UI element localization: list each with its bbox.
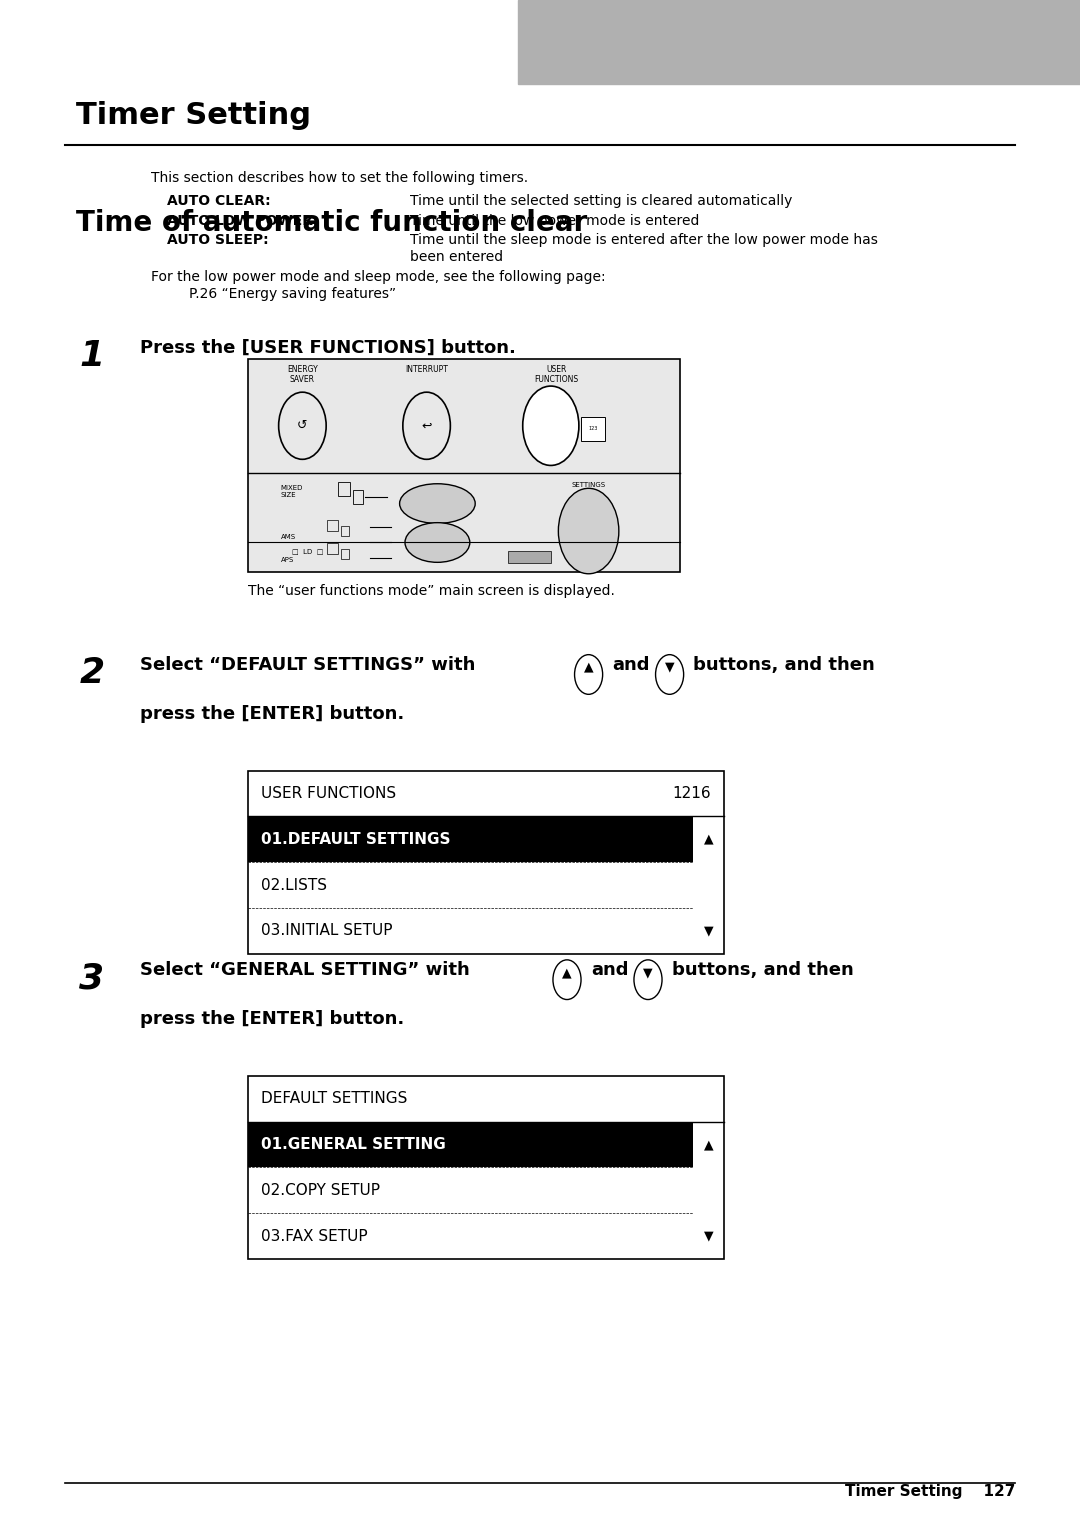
- Text: buttons, and then: buttons, and then: [693, 656, 875, 674]
- Text: DEFAULT SETTINGS: DEFAULT SETTINGS: [261, 1091, 408, 1106]
- Text: For the low power mode and sleep mode, see the following page:: For the low power mode and sleep mode, s…: [151, 270, 606, 284]
- Text: Press the [USER FUNCTIONS] button.: Press the [USER FUNCTIONS] button.: [140, 339, 516, 357]
- Text: USER FUNCTIONS: USER FUNCTIONS: [261, 786, 396, 801]
- Bar: [353, 490, 363, 504]
- Bar: [248, 1122, 693, 1167]
- Text: 123: 123: [589, 426, 597, 432]
- Text: ▼: ▼: [704, 1230, 713, 1242]
- Bar: [581, 417, 605, 441]
- Text: Time until the selected setting is cleared automatically: Time until the selected setting is clear…: [410, 194, 793, 208]
- Text: Select “DEFAULT SETTINGS” with: Select “DEFAULT SETTINGS” with: [140, 656, 476, 674]
- Text: □  LD  □: □ LD □: [292, 548, 323, 554]
- Text: APS: APS: [281, 557, 294, 563]
- Bar: [518, 0, 1080, 84]
- Ellipse shape: [405, 523, 470, 563]
- Text: press the [ENTER] button.: press the [ENTER] button.: [140, 1010, 405, 1029]
- Text: 2: 2: [79, 656, 105, 690]
- Text: 1216: 1216: [672, 786, 711, 801]
- Text: buttons, and then: buttons, and then: [672, 961, 853, 980]
- Text: 3: 3: [79, 961, 105, 995]
- Text: MIXED
SIZE: MIXED SIZE: [281, 485, 303, 499]
- Text: 02.LISTS: 02.LISTS: [261, 877, 327, 893]
- Text: been entered: been entered: [410, 250, 503, 264]
- Text: Timer Setting: Timer Setting: [76, 101, 311, 130]
- Bar: [338, 482, 350, 496]
- Text: P.26 “Energy saving features”: P.26 “Energy saving features”: [189, 287, 396, 301]
- Text: Timer Setting    127: Timer Setting 127: [845, 1483, 1015, 1499]
- Text: SETTINGS: SETTINGS: [571, 482, 606, 488]
- Circle shape: [523, 386, 579, 465]
- Text: press the [ENTER] button.: press the [ENTER] button.: [140, 705, 405, 723]
- Text: Time until the sleep mode is entered after the low power mode has: Time until the sleep mode is entered aft…: [410, 233, 878, 247]
- Text: ▲: ▲: [704, 833, 713, 845]
- FancyArrow shape: [508, 551, 551, 563]
- Bar: [248, 1076, 724, 1259]
- Text: ↩: ↩: [421, 420, 432, 432]
- Text: ▲: ▲: [563, 966, 571, 980]
- Text: 01.DEFAULT SETTINGS: 01.DEFAULT SETTINGS: [261, 832, 450, 847]
- Text: ▲: ▲: [704, 1138, 713, 1151]
- Text: AMS: AMS: [281, 534, 296, 540]
- Text: ▼: ▼: [704, 925, 713, 937]
- Text: 02.COPY SETUP: 02.COPY SETUP: [261, 1183, 380, 1198]
- Text: This section describes how to set the following timers.: This section describes how to set the fo…: [151, 171, 528, 185]
- Text: 03.FAX SETUP: 03.FAX SETUP: [261, 1228, 368, 1244]
- Text: ▼: ▼: [665, 661, 674, 674]
- Text: AUTO LOW POWER:: AUTO LOW POWER:: [167, 214, 319, 227]
- Bar: [248, 816, 693, 862]
- Text: INTERRUPT: INTERRUPT: [405, 365, 448, 374]
- Circle shape: [558, 488, 619, 574]
- Text: ▼: ▼: [644, 966, 652, 980]
- Text: USER
FUNCTIONS: USER FUNCTIONS: [535, 365, 578, 385]
- Ellipse shape: [400, 484, 475, 523]
- Text: ▲: ▲: [584, 661, 593, 674]
- Text: Time of automatic function clear: Time of automatic function clear: [76, 209, 586, 237]
- Text: Select “GENERAL SETTING” with: Select “GENERAL SETTING” with: [140, 961, 470, 980]
- Text: and: and: [612, 656, 650, 674]
- Text: AUTO CLEAR:: AUTO CLEAR:: [167, 194, 271, 208]
- Bar: [327, 543, 338, 554]
- Bar: [327, 520, 338, 531]
- Text: 03.INITIAL SETUP: 03.INITIAL SETUP: [261, 923, 393, 938]
- Text: ↺: ↺: [297, 420, 308, 432]
- Text: 01.GENERAL SETTING: 01.GENERAL SETTING: [261, 1137, 446, 1152]
- Text: Time until the low power mode is entered: Time until the low power mode is entered: [410, 214, 700, 227]
- Bar: [248, 359, 680, 572]
- Text: ENERGY
SAVER: ENERGY SAVER: [287, 365, 318, 385]
- Text: and: and: [591, 961, 629, 980]
- Bar: [341, 526, 349, 536]
- Bar: [248, 771, 724, 954]
- Text: 1: 1: [79, 339, 105, 372]
- Text: AUTO SLEEP:: AUTO SLEEP:: [167, 233, 269, 247]
- Text: The “user functions mode” main screen is displayed.: The “user functions mode” main screen is…: [248, 584, 616, 598]
- Bar: [341, 549, 349, 559]
